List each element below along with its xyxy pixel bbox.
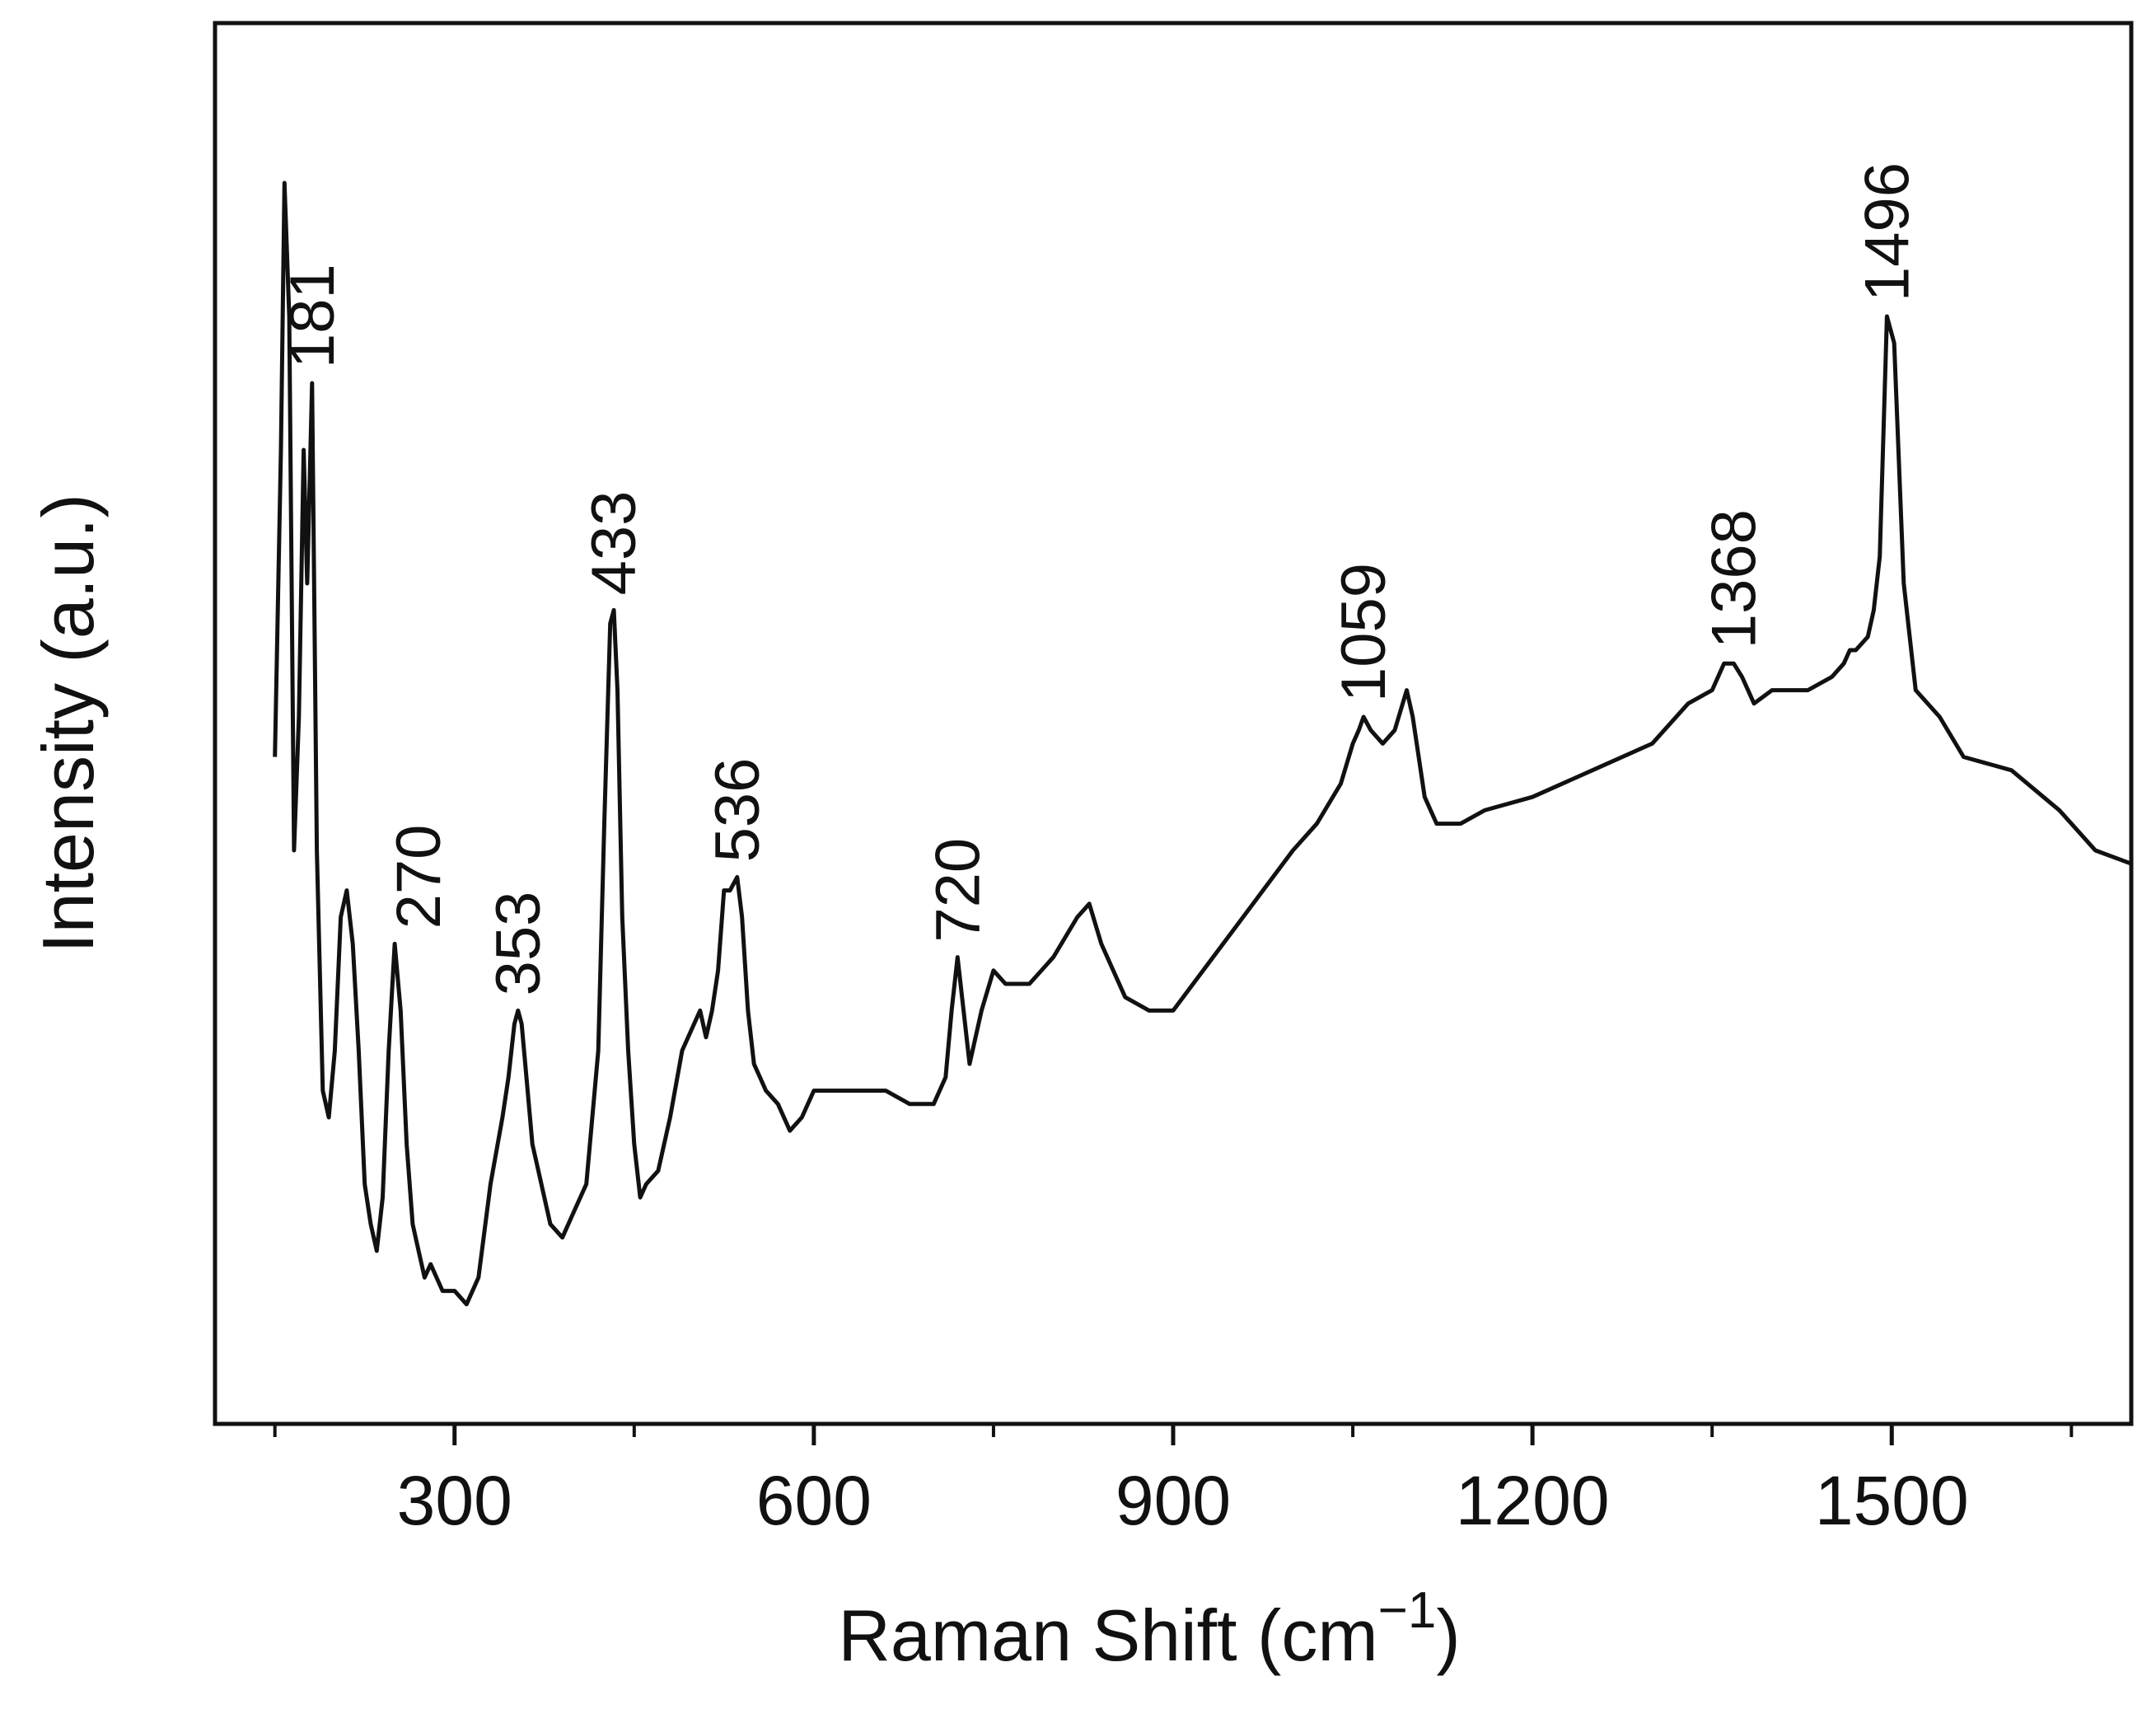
spectrum-line <box>273 180 2132 1307</box>
peak-label: 720 <box>923 838 993 943</box>
peak-annotations: 181 270 353 433 536 720 1059 1368 1496 <box>278 162 1923 995</box>
x-tick-label: 300 <box>397 1462 512 1539</box>
peak-label: 1059 <box>1329 563 1399 702</box>
plot-frame <box>213 21 2134 1426</box>
x-tick-label: 600 <box>756 1462 872 1539</box>
x-axis-title-close: ) <box>1436 1594 1460 1676</box>
peak-label: 181 <box>278 264 348 368</box>
peak-label: 536 <box>703 758 773 863</box>
x-tick-label: 1500 <box>1815 1462 1969 1539</box>
peak-label: 433 <box>579 491 649 596</box>
x-axis-title: Raman Shift (cm−1) <box>838 1582 1460 1676</box>
x-tick-label: 1200 <box>1456 1462 1610 1539</box>
x-axis-ticks <box>273 1424 2074 1445</box>
x-axis-title-superscript: −1 <box>1378 1582 1437 1639</box>
y-axis-title: Intensity (a.u.) <box>27 494 109 953</box>
peak-label: 1368 <box>1699 509 1769 648</box>
x-tick-label: 900 <box>1115 1462 1231 1539</box>
peak-label: 353 <box>484 892 554 996</box>
peak-label: 270 <box>384 825 454 929</box>
peak-label: 1496 <box>1852 162 1922 302</box>
x-axis-tick-labels: 300 600 900 1200 1500 <box>397 1462 1969 1539</box>
